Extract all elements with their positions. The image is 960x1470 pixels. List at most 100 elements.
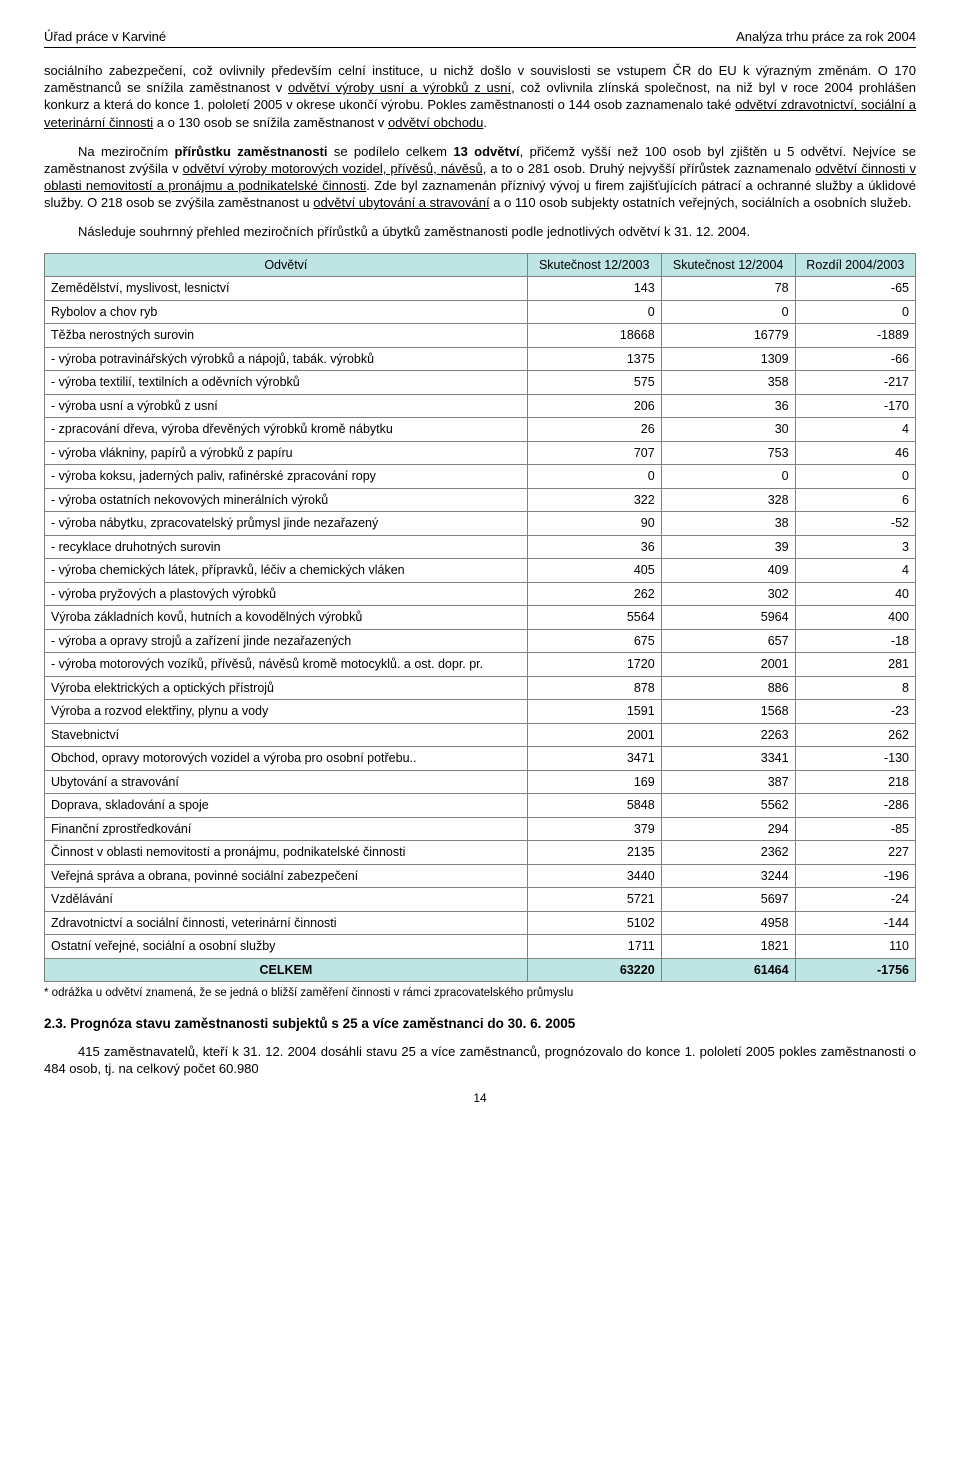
table-cell: 400 <box>795 606 915 630</box>
paragraph-3: Následuje souhrnný přehled meziročních p… <box>44 223 916 240</box>
table-cell: 39 <box>661 535 795 559</box>
table-row: - výroba ostatních nekovových minerálníc… <box>45 488 916 512</box>
table-row: Výroba elektrických a optických přístroj… <box>45 676 916 700</box>
table-row: Ostatní veřejné, sociální a osobní služb… <box>45 935 916 959</box>
page-number: 14 <box>44 1091 916 1107</box>
table-cell: 1568 <box>661 700 795 724</box>
table-cell: 294 <box>661 817 795 841</box>
table-cell: -85 <box>795 817 915 841</box>
col-odvetvi: Odvětví <box>45 253 528 277</box>
table-cell: Těžba nerostných surovin <box>45 324 528 348</box>
table-cell: 38 <box>661 512 795 536</box>
table-cell: -286 <box>795 794 915 818</box>
table-row: - výroba nábytku, zpracovatelský průmysl… <box>45 512 916 536</box>
employment-table: Odvětví Skutečnost 12/2003 Skutečnost 12… <box>44 253 916 983</box>
table-cell: 63220 <box>527 958 661 982</box>
table-row: Veřejná správa a obrana, povinné sociáln… <box>45 864 916 888</box>
table-cell: 4 <box>795 418 915 442</box>
table-cell: 2001 <box>527 723 661 747</box>
table-cell: Ubytování a stravování <box>45 770 528 794</box>
table-cell: 379 <box>527 817 661 841</box>
col-rozdil: Rozdíl 2004/2003 <box>795 253 915 277</box>
table-row: - výroba a opravy strojů a zařízení jind… <box>45 629 916 653</box>
table-cell: 5564 <box>527 606 661 630</box>
table-cell: 328 <box>661 488 795 512</box>
table-cell: 206 <box>527 394 661 418</box>
table-row: - výroba textilií, textilních a oděvních… <box>45 371 916 395</box>
table-cell: 302 <box>661 582 795 606</box>
table-cell: -52 <box>795 512 915 536</box>
table-cell: 886 <box>661 676 795 700</box>
table-row: - výroba chemických látek, přípravků, lé… <box>45 559 916 583</box>
table-row: Výroba a rozvod elektřiny, plynu a vody1… <box>45 700 916 724</box>
page-header: Úřad práce v Karviné Analýza trhu práce … <box>44 28 916 48</box>
table-cell: Rybolov a chov ryb <box>45 300 528 324</box>
table-cell: - výroba vlákniny, papírů a výrobků z pa… <box>45 441 528 465</box>
table-cell: Veřejná správa a obrana, povinné sociáln… <box>45 864 528 888</box>
table-cell: 575 <box>527 371 661 395</box>
table-cell: - výroba chemických látek, přípravků, lé… <box>45 559 528 583</box>
table-cell: 3440 <box>527 864 661 888</box>
table-cell: -1889 <box>795 324 915 348</box>
table-row: Rybolov a chov ryb000 <box>45 300 916 324</box>
table-cell: - výroba a opravy strojů a zařízení jind… <box>45 629 528 653</box>
table-cell: 1821 <box>661 935 795 959</box>
table-cell: 6 <box>795 488 915 512</box>
table-row: Doprava, skladování a spoje58485562-286 <box>45 794 916 818</box>
table-cell: 110 <box>795 935 915 959</box>
table-cell: 262 <box>795 723 915 747</box>
table-row: Obchod, opravy motorových vozidel a výro… <box>45 747 916 771</box>
table-cell: -144 <box>795 911 915 935</box>
table-cell: Ostatní veřejné, sociální a osobní služb… <box>45 935 528 959</box>
table-cell: 90 <box>527 512 661 536</box>
table-cell: 322 <box>527 488 661 512</box>
table-row: Zemědělství, myslivost, lesnictví14378-6… <box>45 277 916 301</box>
table-cell: 387 <box>661 770 795 794</box>
table-cell: -18 <box>795 629 915 653</box>
table-cell: Zemědělství, myslivost, lesnictví <box>45 277 528 301</box>
table-row: Činnost v oblasti nemovitostí a pronájmu… <box>45 841 916 865</box>
table-cell: 1711 <box>527 935 661 959</box>
table-cell: Zdravotnictví a sociální činnosti, veter… <box>45 911 528 935</box>
table-cell: 61464 <box>661 958 795 982</box>
table-row: - zpracování dřeva, výroba dřevěných výr… <box>45 418 916 442</box>
table-cell: -196 <box>795 864 915 888</box>
table-cell: 2362 <box>661 841 795 865</box>
table-cell: - výroba motorových vozíků, přívěsů, náv… <box>45 653 528 677</box>
table-cell: 1591 <box>527 700 661 724</box>
table-row: - výroba motorových vozíků, přívěsů, náv… <box>45 653 916 677</box>
table-cell: - recyklace druhotných surovin <box>45 535 528 559</box>
table-cell: 16779 <box>661 324 795 348</box>
table-row: Výroba základních kovů, hutních a kovodě… <box>45 606 916 630</box>
table-cell: 5721 <box>527 888 661 912</box>
table-cell: 2135 <box>527 841 661 865</box>
table-cell: -65 <box>795 277 915 301</box>
table-cell: 18668 <box>527 324 661 348</box>
table-cell: Vzdělávání <box>45 888 528 912</box>
table-cell: Činnost v oblasti nemovitostí a pronájmu… <box>45 841 528 865</box>
table-cell: - výroba ostatních nekovových minerálníc… <box>45 488 528 512</box>
table-cell: -23 <box>795 700 915 724</box>
table-cell: 36 <box>527 535 661 559</box>
table-cell: 26 <box>527 418 661 442</box>
table-row: Finanční zprostředkování379294-85 <box>45 817 916 841</box>
table-cell: 78 <box>661 277 795 301</box>
table-row: Vzdělávání57215697-24 <box>45 888 916 912</box>
table-cell: 30 <box>661 418 795 442</box>
table-cell: 169 <box>527 770 661 794</box>
table-cell: 675 <box>527 629 661 653</box>
table-cell: 358 <box>661 371 795 395</box>
col-2004: Skutečnost 12/2004 <box>661 253 795 277</box>
table-cell: 3341 <box>661 747 795 771</box>
header-left: Úřad práce v Karviné <box>44 28 166 45</box>
table-row: Zdravotnictví a sociální činnosti, veter… <box>45 911 916 935</box>
table-cell: 218 <box>795 770 915 794</box>
table-row: - recyklace druhotných surovin36393 <box>45 535 916 559</box>
table-cell: 3 <box>795 535 915 559</box>
paragraph-2: Na meziročním přírůstku zaměstnanosti se… <box>44 143 916 212</box>
table-cell: 36 <box>661 394 795 418</box>
table-cell: 143 <box>527 277 661 301</box>
table-cell: Výroba elektrických a optických přístroj… <box>45 676 528 700</box>
table-cell: -217 <box>795 371 915 395</box>
table-cell: 1309 <box>661 347 795 371</box>
